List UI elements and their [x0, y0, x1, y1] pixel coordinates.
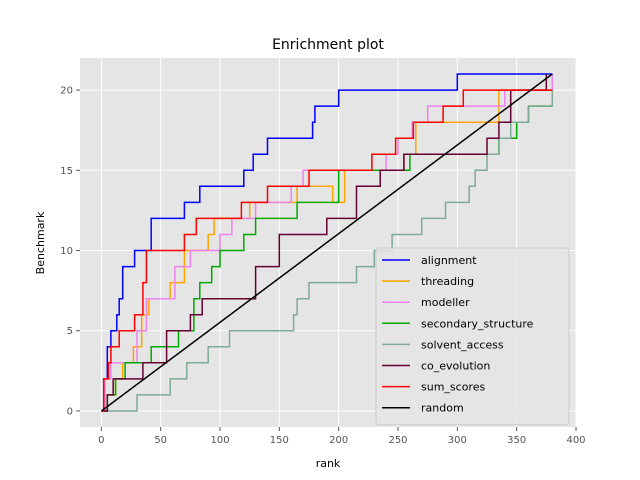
legend-label-alignment: alignment — [421, 254, 477, 267]
y-axis-ticks: 0 5 10 15 20 — [60, 86, 80, 417]
series-line-co-evolution — [101, 74, 548, 412]
y-tick-label: 10 — [60, 246, 73, 257]
y-axis-label: Benchmark — [34, 211, 47, 274]
legend: alignment threading modeller secondary_stru… — [375, 247, 570, 426]
x-tick-label: 300 — [448, 435, 467, 446]
x-tick-label: 0 — [98, 435, 104, 446]
legend-label-threading: threading — [421, 275, 474, 288]
y-tick-label: 15 — [60, 166, 73, 177]
series-line-random — [100, 73, 553, 412]
x-tick-label: 350 — [507, 435, 526, 446]
y-tick-label: 0 — [67, 406, 73, 417]
x-tick-label: 100 — [210, 435, 229, 446]
legend-label-co-evolution: co_evolution — [421, 360, 490, 373]
x-axis-ticks: 0 50 100 150 200 250 300 350 400 — [98, 427, 586, 446]
x-tick-label: 400 — [566, 435, 585, 446]
series-line-alignment — [101, 73, 553, 412]
series-lines — [100, 73, 554, 412]
legend-label-secondary-structure: secondary_structure — [421, 317, 534, 330]
x-tick-label: 250 — [388, 435, 407, 446]
legend-box — [375, 247, 570, 426]
legend-label-solvent-access: solvent_access — [421, 338, 504, 351]
series-line-sum-scores — [101, 89, 553, 412]
y-tick-label: 5 — [67, 326, 73, 337]
x-tick-label: 50 — [154, 435, 167, 446]
chart-title: Enrichment plot — [272, 37, 384, 53]
x-axis-label: rank — [316, 457, 341, 470]
legend-label-sum-scores: sum_scores — [421, 381, 485, 394]
y-tick-label: 20 — [60, 86, 73, 97]
legend-label-modeller: modeller — [421, 296, 470, 309]
x-tick-label: 200 — [329, 435, 348, 446]
x-tick-label: 150 — [270, 435, 289, 446]
legend-label-random: random — [421, 402, 464, 415]
